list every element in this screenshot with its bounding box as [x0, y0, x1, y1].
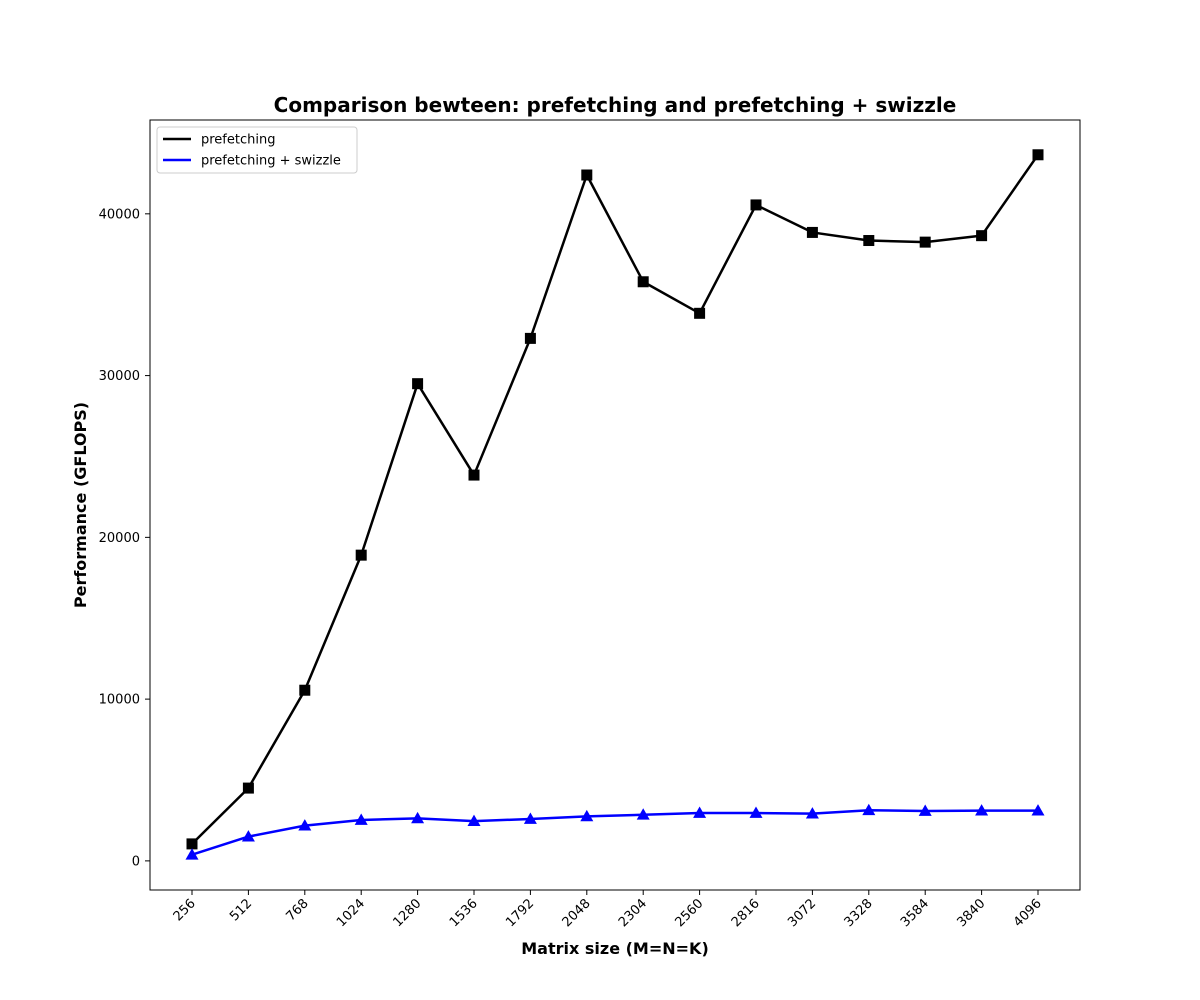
- y-axis-label: Performance (GFLOPS): [71, 402, 90, 608]
- data-point-prefetching: [1032, 149, 1044, 161]
- data-point-prefetching: [976, 230, 988, 242]
- x-tick-label: 2816: [729, 896, 763, 930]
- series-layer: [185, 149, 1045, 860]
- y-axis-ticks: 0 10000 20000 30000 40000: [99, 207, 150, 869]
- data-point-prefetching-swizzle: [354, 813, 368, 825]
- chart-title: Comparison bewteen: prefetching and pref…: [274, 93, 957, 117]
- data-point-prefetching-swizzle: [975, 804, 989, 816]
- legend-label-prefetching-swizzle: prefetching + swizzle: [201, 154, 341, 169]
- x-tick-label: 2560: [672, 896, 706, 930]
- data-point-prefetching: [412, 378, 424, 390]
- x-tick-label: 3072: [785, 896, 819, 930]
- series-line-prefetching-swizzle: [191, 809, 1038, 856]
- x-tick-label: 768: [283, 896, 311, 924]
- data-point-prefetching: [468, 469, 480, 481]
- x-axis-label: Matrix size (M=N=K): [521, 939, 709, 958]
- data-point-prefetching-swizzle: [523, 812, 537, 824]
- data-point-prefetching-swizzle: [241, 830, 255, 842]
- plot-frame: [149, 119, 1081, 891]
- x-tick-label: 2048: [560, 896, 594, 930]
- x-tick-label: 512: [227, 896, 255, 924]
- data-point-prefetching: [637, 276, 649, 288]
- data-point-prefetching: [299, 684, 311, 696]
- data-point-prefetching-swizzle: [580, 809, 594, 822]
- data-point-prefetching: [186, 838, 198, 850]
- x-tick-label: 4096: [1011, 896, 1045, 930]
- x-tick-label: 3840: [954, 896, 988, 930]
- y-tick-label: 40000: [99, 207, 140, 222]
- data-point-prefetching-swizzle: [636, 808, 650, 820]
- data-point-prefetching: [694, 307, 706, 319]
- x-tick-label: 1280: [390, 896, 424, 930]
- y-tick-label: 0: [132, 854, 140, 869]
- data-point-prefetching: [524, 332, 536, 344]
- data-point-prefetching: [919, 236, 931, 248]
- legend-label-prefetching: prefetching: [201, 133, 275, 148]
- data-point-prefetching-swizzle: [411, 811, 425, 824]
- x-tick-label: 1536: [447, 896, 481, 930]
- y-tick-label: 30000: [99, 369, 140, 384]
- data-point-prefetching-swizzle: [1031, 804, 1045, 816]
- x-tick-label: 2304: [616, 896, 650, 930]
- data-point-prefetching-swizzle: [918, 804, 932, 816]
- data-point-prefetching: [581, 169, 593, 181]
- data-point-prefetching-swizzle: [467, 814, 481, 826]
- data-point-prefetching-swizzle: [185, 848, 199, 860]
- x-tick-label: 1024: [334, 896, 368, 930]
- data-point-prefetching-swizzle: [805, 807, 819, 819]
- data-point-prefetching-swizzle: [298, 819, 312, 831]
- data-point-prefetching: [242, 782, 254, 794]
- x-tick-label: 3328: [842, 896, 876, 930]
- y-tick-label: 10000: [99, 693, 140, 708]
- data-point-prefetching: [806, 226, 818, 238]
- y-tick-label: 20000: [99, 531, 140, 546]
- x-axis-ticks: 256 512 768 1024 1280 1536 1792 2048 2304 2560 281…: [171, 890, 1045, 930]
- x-tick-label: 1792: [503, 896, 537, 930]
- legend: prefetching prefetching + swizzle: [156, 126, 358, 174]
- x-tick-label: 3584: [898, 896, 932, 930]
- data-point-prefetching: [355, 549, 367, 561]
- series-line-prefetching: [191, 154, 1040, 845]
- data-point-prefetching: [863, 235, 875, 247]
- legend-box: [156, 126, 358, 174]
- data-point-prefetching-swizzle: [693, 806, 707, 818]
- data-point-prefetching: [750, 199, 762, 211]
- data-point-prefetching-swizzle: [862, 803, 876, 816]
- x-tick-label: 256: [171, 896, 199, 924]
- data-point-prefetching-swizzle: [749, 806, 763, 818]
